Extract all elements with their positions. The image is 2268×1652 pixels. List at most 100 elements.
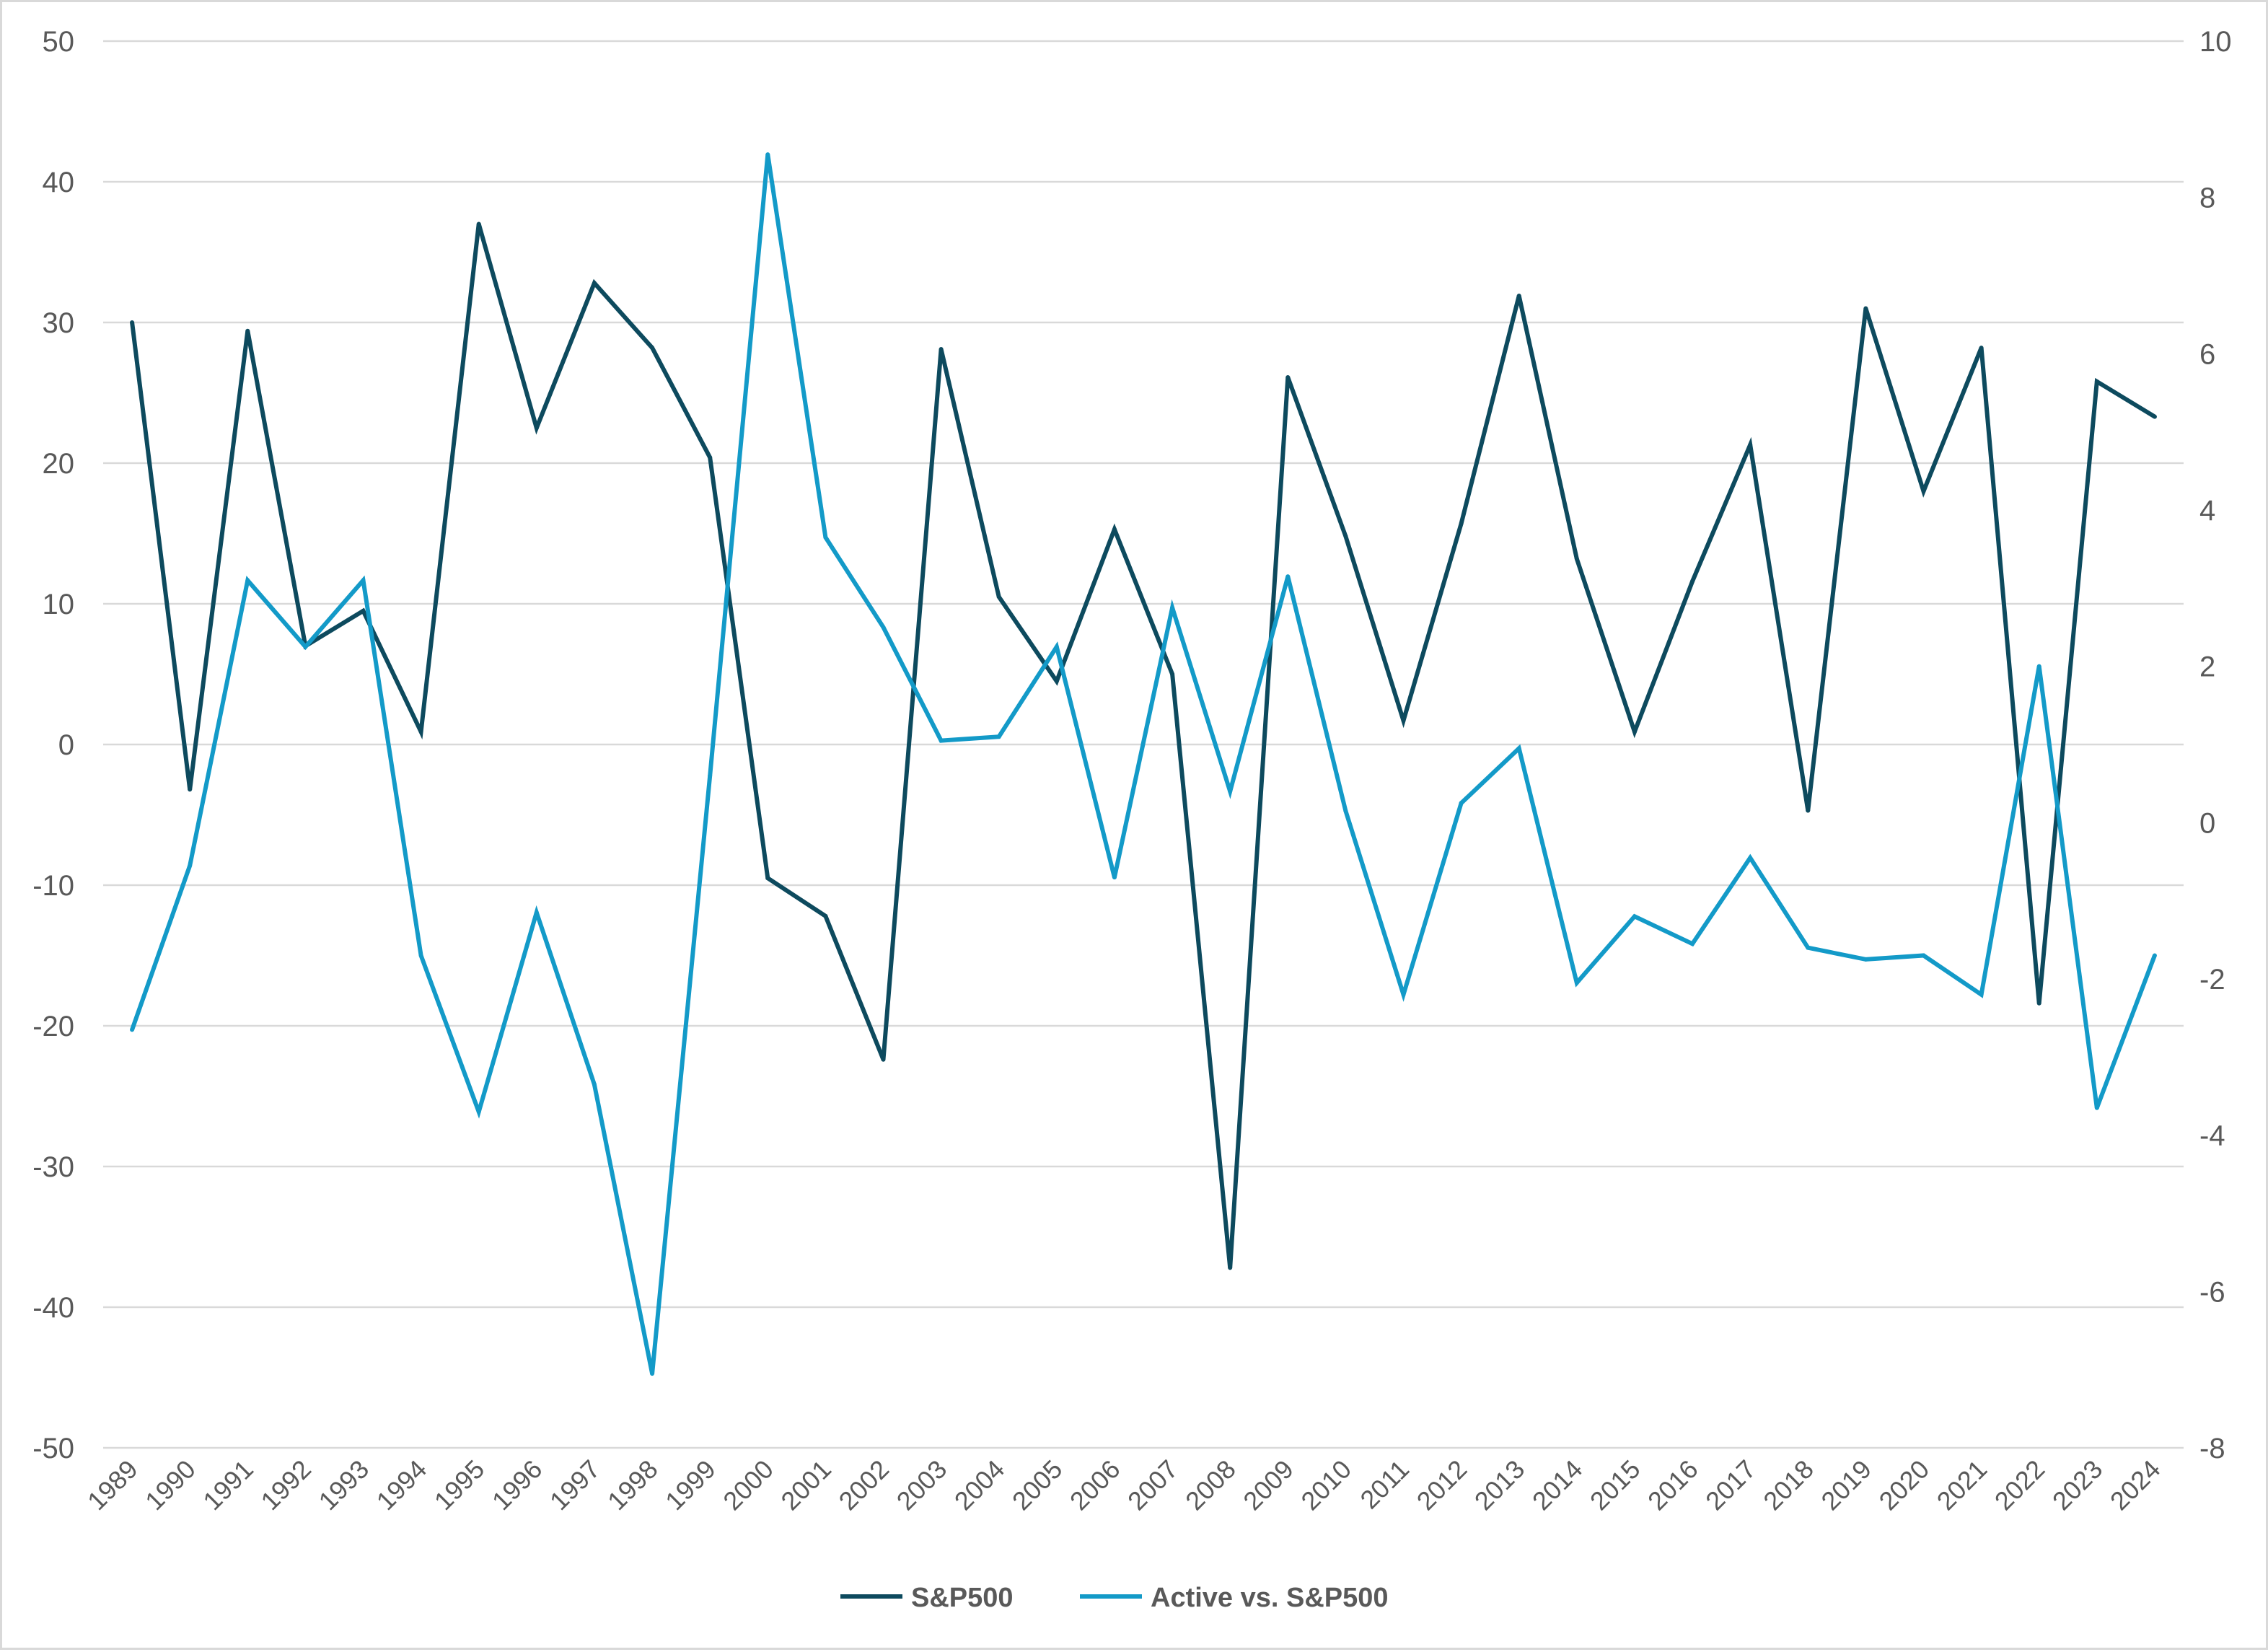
data-point xyxy=(1343,809,1348,814)
x-axis-tick-label: 2002 xyxy=(833,1454,895,1516)
left-axis-ticks: 50 40 30 20 10 0 -10 -20 -30 -40 -50 xyxy=(32,26,74,1464)
data-point xyxy=(1516,293,1521,298)
x-axis-tick-label: 1994 xyxy=(371,1454,433,1516)
data-point xyxy=(130,1027,135,1032)
x-axis-tick-label: 2024 xyxy=(2104,1454,2166,1516)
x-axis-tick-label: 2020 xyxy=(1873,1454,1935,1516)
left-axis-tick-label: 0 xyxy=(58,729,74,761)
left-axis-tick-label: -40 xyxy=(32,1292,74,1324)
data-point xyxy=(939,738,944,743)
data-point xyxy=(534,426,539,431)
right-axis-tick-label: -4 xyxy=(2199,1120,2225,1152)
data-point xyxy=(708,455,713,460)
data-point xyxy=(1285,574,1291,579)
data-point xyxy=(1459,521,1464,526)
x-axis-tick-label: 2015 xyxy=(1584,1454,1646,1516)
data-point xyxy=(1806,808,1811,813)
x-axis-tick-label: 2011 xyxy=(1354,1454,1415,1515)
x-axis-tick-label: 2010 xyxy=(1295,1454,1357,1516)
legend-label-0: S&P500 xyxy=(911,1583,1014,1613)
data-point xyxy=(592,281,597,286)
left-axis-tick-label: -10 xyxy=(32,870,74,902)
data-point xyxy=(2152,414,2157,419)
data-point xyxy=(1228,789,1233,794)
x-axis-tick-label: 1989 xyxy=(82,1454,144,1516)
x-axis-tick-label: 1991 xyxy=(197,1454,259,1516)
data-point xyxy=(1054,679,1059,684)
x-axis-tick-label: 2006 xyxy=(1064,1454,1126,1516)
data-point xyxy=(823,913,828,918)
right-axis-tick-label: 8 xyxy=(2199,183,2215,214)
x-axis-tick-label: 1990 xyxy=(139,1454,201,1516)
right-axis-tick-label: 0 xyxy=(2199,807,2215,839)
data-point xyxy=(1863,957,1868,962)
data-point xyxy=(1228,1265,1233,1270)
right-axis-tick-label: 6 xyxy=(2199,338,2215,370)
x-axis-tick-label: 2019 xyxy=(1815,1454,1877,1516)
data-point xyxy=(996,734,1001,739)
data-point xyxy=(130,320,135,325)
data-point xyxy=(1921,953,1926,958)
x-axis-tick-label: 2018 xyxy=(1757,1454,1819,1516)
left-axis-tick-label: -20 xyxy=(32,1011,74,1042)
x-axis-tick-label: 2023 xyxy=(2047,1454,2109,1516)
data-point xyxy=(592,1082,597,1087)
x-axis-tick-label: 2003 xyxy=(891,1454,953,1516)
data-point xyxy=(1574,980,1579,985)
data-point xyxy=(245,578,250,583)
legend: S&P500 Active vs. S&P500 xyxy=(840,1583,1389,1613)
data-point xyxy=(1979,346,1984,351)
data-point xyxy=(2094,1105,2099,1110)
data-point xyxy=(2036,664,2041,669)
left-axis-tick-label: -50 xyxy=(32,1433,74,1464)
left-axis-tick-label: 30 xyxy=(43,307,75,339)
x-axis-tick-label: 2017 xyxy=(1700,1454,1762,1516)
data-point xyxy=(1632,729,1637,734)
data-point xyxy=(1748,442,1753,447)
right-axis-tick-label: -6 xyxy=(2199,1276,2225,1308)
x-axis-tick-label: 1998 xyxy=(602,1454,664,1516)
data-point xyxy=(1921,489,1926,493)
data-point xyxy=(1863,306,1868,311)
data-point xyxy=(823,535,828,540)
data-point xyxy=(1170,672,1175,677)
x-axis-tick-label: 1996 xyxy=(486,1454,548,1516)
data-point xyxy=(1112,875,1117,880)
data-point xyxy=(1806,945,1811,950)
x-axis-tick-label: 1997 xyxy=(544,1454,606,1516)
data-point xyxy=(650,1371,655,1376)
data-point xyxy=(476,221,481,227)
data-point xyxy=(1632,914,1637,919)
right-axis-ticks: 10 8 6 4 2 0 -2 -4 -6 -8 xyxy=(2199,26,2232,1464)
x-axis-tick-label: 1992 xyxy=(255,1454,317,1516)
data-point xyxy=(1516,746,1521,751)
x-axis-tick-label: 2000 xyxy=(717,1454,779,1516)
data-point xyxy=(2094,379,2099,384)
data-point xyxy=(881,1057,886,1062)
left-axis-tick-label: 50 xyxy=(43,26,75,58)
data-point xyxy=(245,328,250,333)
data-point xyxy=(765,152,770,157)
data-point xyxy=(361,578,366,583)
data-point xyxy=(765,876,770,881)
data-point xyxy=(188,787,193,792)
data-point xyxy=(996,594,1001,599)
right-axis-tick-label: -8 xyxy=(2199,1433,2225,1464)
data-point xyxy=(1574,556,1579,561)
legend-label-1: Active vs. S&P500 xyxy=(1151,1583,1389,1613)
series-line-1 xyxy=(130,154,2157,1374)
data-point xyxy=(1343,534,1348,539)
right-axis-tick-label: 10 xyxy=(2199,26,2232,58)
x-axis-tick-label: 2004 xyxy=(949,1454,1011,1516)
x-axis-tick-label: 2001 xyxy=(775,1454,837,1516)
series-line-0 xyxy=(130,223,2156,1268)
data-point xyxy=(939,347,944,352)
data-point xyxy=(650,346,655,351)
data-point xyxy=(418,729,423,734)
series-lines xyxy=(130,152,2157,1376)
data-point xyxy=(2036,1001,2041,1006)
data-point xyxy=(1690,579,1695,584)
x-axis-tick-label: 2021 xyxy=(1931,1454,1993,1516)
left-axis-tick-label: -30 xyxy=(32,1151,74,1183)
